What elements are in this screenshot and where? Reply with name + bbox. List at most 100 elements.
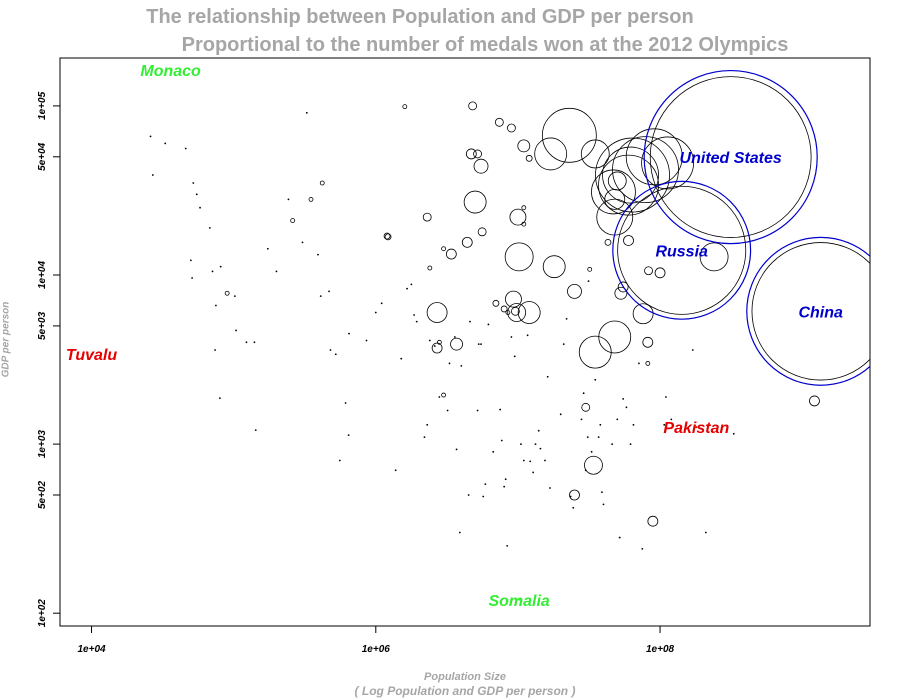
country-dot [438, 396, 441, 398]
country-label: Somalia [488, 593, 549, 610]
country-dot [374, 311, 377, 314]
country-circle [500, 305, 508, 313]
country-dot [253, 341, 256, 344]
country-dot [219, 265, 222, 268]
x-tick-label: 1e+06 [362, 644, 391, 655]
country-circle [450, 337, 463, 351]
country-circle [542, 255, 566, 279]
country-dot [641, 548, 644, 550]
y-tick-label: 1e+04 [37, 261, 48, 290]
country-dot [629, 443, 632, 445]
country-circle [642, 336, 654, 348]
country-dot [195, 193, 198, 196]
country-circle [431, 342, 443, 354]
country-circle [308, 196, 314, 202]
country-dot [503, 485, 506, 488]
country-dot [618, 536, 621, 539]
country-label: Pakistan [663, 420, 729, 437]
country-circle [422, 212, 432, 222]
y-tick-label: 5e+02 [37, 481, 48, 510]
country-circle [427, 265, 433, 271]
country-dot [305, 111, 308, 114]
country-dot [599, 423, 602, 426]
country-dot [90, 353, 93, 356]
country-circle [534, 137, 568, 171]
country-dot [480, 343, 482, 346]
country-dot [539, 447, 542, 450]
y-tick-label: 1e+02 [37, 599, 48, 628]
country-dot [632, 423, 635, 426]
country-dot [433, 345, 436, 347]
country-dot [695, 426, 698, 429]
country-circle [494, 117, 504, 127]
country-circle [492, 299, 500, 307]
country-circle [604, 238, 612, 246]
country-dot [562, 343, 565, 346]
country-dot [348, 332, 350, 335]
country-circle [595, 137, 670, 213]
country-circle [623, 235, 634, 246]
country-label: Tuvalu [66, 347, 118, 364]
country-dot [484, 483, 487, 486]
country-dot [413, 314, 415, 316]
country-dot [602, 503, 605, 506]
y-tick-label: 1e+05 [37, 91, 48, 120]
country-dot [365, 339, 368, 342]
country-dot [580, 418, 583, 421]
highlight-ring [643, 69, 818, 245]
country-label: Russia [655, 243, 708, 260]
country-dot [245, 341, 248, 344]
country-circle [632, 303, 654, 325]
country-circle [436, 339, 442, 345]
country-circle [441, 246, 447, 252]
country-dot [594, 378, 597, 381]
country-circle [598, 320, 632, 354]
country-dot [460, 365, 463, 367]
country-circle [602, 146, 659, 204]
country-dot [518, 598, 521, 601]
country-circle [319, 180, 325, 186]
country-circle [507, 303, 527, 322]
country-circle [290, 218, 296, 223]
highlight-ring [746, 236, 870, 386]
chart-subtitle: Proportional to the number of medals won… [181, 34, 789, 56]
x-tick-label: 1e+08 [646, 644, 675, 655]
country-dot [499, 408, 502, 411]
country-dot [448, 362, 451, 365]
x-tick-label: 1e+04 [77, 644, 106, 655]
country-dot [233, 295, 236, 298]
country-dot [287, 198, 290, 201]
country-dot [329, 349, 332, 351]
country-dot [520, 443, 522, 445]
country-dot [380, 302, 383, 305]
country-dot [301, 241, 304, 244]
country-dot [616, 418, 619, 421]
country-dot [590, 450, 593, 453]
country-circle [505, 290, 522, 308]
country-dot [347, 434, 350, 437]
country-circle [517, 139, 531, 153]
country-dot [455, 448, 458, 451]
country-dot [670, 418, 673, 421]
country-dot [559, 413, 562, 416]
country-circle [647, 515, 659, 527]
country-circle [617, 185, 747, 315]
country-dot [189, 259, 192, 262]
country-circle [654, 267, 666, 279]
country-circle [426, 302, 448, 323]
country-dot [169, 69, 172, 72]
y-tick-label: 5e+04 [37, 142, 48, 171]
country-dot [537, 429, 540, 432]
country-circle [383, 232, 391, 240]
country-dot [482, 495, 485, 498]
country-dot [317, 253, 319, 256]
country-circle [751, 242, 870, 381]
country-dot [453, 336, 456, 338]
country-circle [567, 283, 582, 299]
country-dot [469, 320, 471, 323]
country-dot [477, 343, 480, 346]
country-dot [625, 406, 628, 409]
country-circle [645, 361, 651, 366]
country-label: China [798, 304, 843, 321]
country-dot [549, 487, 551, 489]
